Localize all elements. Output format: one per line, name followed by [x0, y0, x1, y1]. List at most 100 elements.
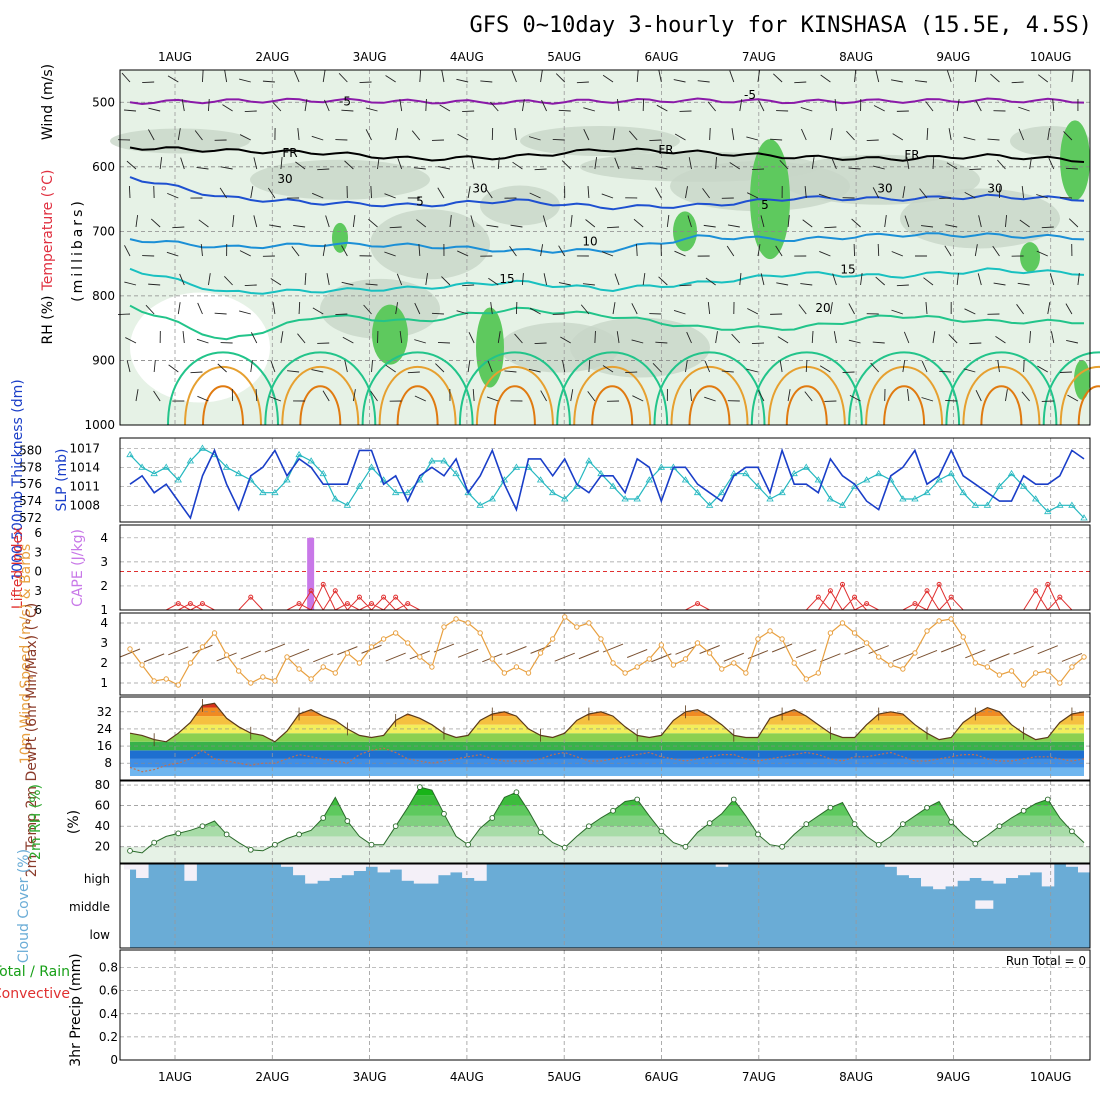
upper-wind-barb — [616, 331, 620, 344]
surface-wind-barb — [240, 650, 261, 660]
upper-wind-barb — [543, 273, 548, 286]
slp-marker — [766, 495, 774, 502]
upper-wind-barb — [250, 360, 253, 373]
upper-wind-barb — [253, 215, 258, 228]
upper-wind-barb — [126, 160, 137, 170]
cape-axis-label: CAPE (J/kg) — [70, 529, 86, 607]
upper-axis-label-temp: Temperature (°C) — [40, 170, 56, 292]
upper-wind-barb — [1063, 131, 1073, 141]
panel-frame — [119, 69, 1091, 426]
rh2m-marker — [537, 829, 544, 836]
slp-marker — [174, 476, 183, 483]
upper-wind-barb — [467, 360, 471, 373]
wind-speed-marker — [876, 654, 882, 660]
upper-wind-barb — [824, 226, 837, 229]
surface-wind-barb — [385, 652, 406, 662]
wind-speed-marker — [260, 674, 266, 680]
warm-contour — [378, 365, 457, 426]
rh2m-marker — [465, 841, 471, 848]
upper-wind-barb — [919, 188, 928, 199]
wind-speed-marker — [984, 664, 991, 670]
upper-wind-barb — [751, 342, 764, 345]
li-axis-label: Lifted Index — [10, 527, 26, 609]
upper-wind-barb — [987, 138, 1000, 141]
contour-label: 5 — [416, 195, 424, 209]
slp-tick: 1008 — [69, 498, 100, 512]
upper-wind-barb — [896, 284, 909, 287]
slp-marker — [283, 476, 291, 483]
upper-wind-barb — [253, 157, 258, 170]
upper-wind-barb — [413, 167, 426, 170]
upper-wind-barb — [848, 303, 855, 315]
upper-wind-barb — [135, 215, 139, 228]
upper-wind-barb — [148, 283, 161, 286]
wind-speed-marker — [392, 630, 399, 636]
upper-wind-barb — [787, 215, 790, 228]
wind-tick: 1 — [100, 676, 108, 690]
upper-wind-barb — [1047, 302, 1051, 315]
upper-wind-barb — [948, 128, 952, 141]
cloud-high-gap — [124, 864, 137, 870]
cloud-high-gap — [945, 864, 958, 887]
upper-wind-barb — [552, 138, 565, 141]
rh2m-band — [130, 826, 1084, 837]
warm-contour — [750, 351, 863, 426]
date-label-bottom: 4AUG — [450, 1070, 484, 1084]
slp-marker — [343, 501, 352, 508]
upper-wind-barb — [760, 215, 765, 228]
upper-wind-barb — [703, 224, 716, 228]
upper-wind-barb — [800, 283, 813, 286]
upper-wind-barb — [978, 215, 982, 228]
upper-wind-barb — [787, 389, 791, 402]
wind-speed-marker — [477, 630, 483, 636]
upper-wind-barb — [804, 186, 807, 199]
wind-speed-marker — [767, 628, 773, 634]
temp-band — [130, 750, 1084, 759]
upper-wind-barb — [582, 283, 595, 286]
upper-wind-barb — [746, 192, 759, 199]
upper-wind-barb — [177, 302, 181, 315]
upper-wind-barb — [945, 224, 958, 228]
rh2m-marker — [972, 840, 979, 847]
dewpoint-line — [129, 747, 1085, 773]
upper-wind-barb — [689, 389, 692, 402]
upper-wind-barb — [368, 218, 378, 228]
upper-wind-barb — [441, 276, 451, 286]
li-marker — [864, 601, 870, 607]
upper-wind-barb — [990, 73, 1000, 83]
rh2m-marker — [561, 844, 568, 851]
upper-wind-barb — [541, 99, 547, 112]
cloud-high-gap — [884, 864, 898, 867]
slp-marker — [138, 463, 146, 470]
upper-wind-barb — [969, 342, 982, 345]
slp-marker — [705, 501, 714, 508]
warm-contour — [1059, 365, 1100, 426]
upper-wind-barb — [655, 165, 668, 170]
slp-marker — [319, 469, 327, 477]
rh2m-unit: (%) — [66, 810, 82, 834]
surface-wind-barb — [796, 649, 817, 659]
upper-wind-barb — [239, 134, 251, 141]
upper-wind-barb — [529, 307, 541, 315]
cloud-high-gap — [317, 864, 330, 881]
wind-speed-marker — [719, 666, 725, 672]
upper-wind-barb — [583, 128, 590, 141]
upper-wind-barb — [470, 215, 475, 228]
cloud-high-gap — [293, 864, 306, 876]
upper-wind-barb — [963, 136, 976, 141]
upper-wind-barb — [746, 368, 759, 373]
upper-wind-barb — [674, 250, 686, 257]
rh2m-marker — [151, 839, 158, 846]
upper-wind-barb — [726, 245, 735, 257]
upper-wind-barb — [1029, 331, 1031, 344]
upper-wind-barb — [198, 219, 209, 228]
upper-wind-barb — [467, 186, 471, 199]
upper-wind-barb — [1050, 331, 1055, 344]
rh2m-axis-label: 2m RH (%) — [28, 784, 44, 860]
rh2m-marker — [996, 823, 1003, 830]
upper-wind-barb — [904, 215, 910, 228]
cloud-layer-label: middle — [69, 900, 110, 914]
upper-wind-barb — [121, 72, 131, 83]
warm-contour — [167, 351, 279, 426]
upper-wind-barb — [540, 390, 547, 402]
